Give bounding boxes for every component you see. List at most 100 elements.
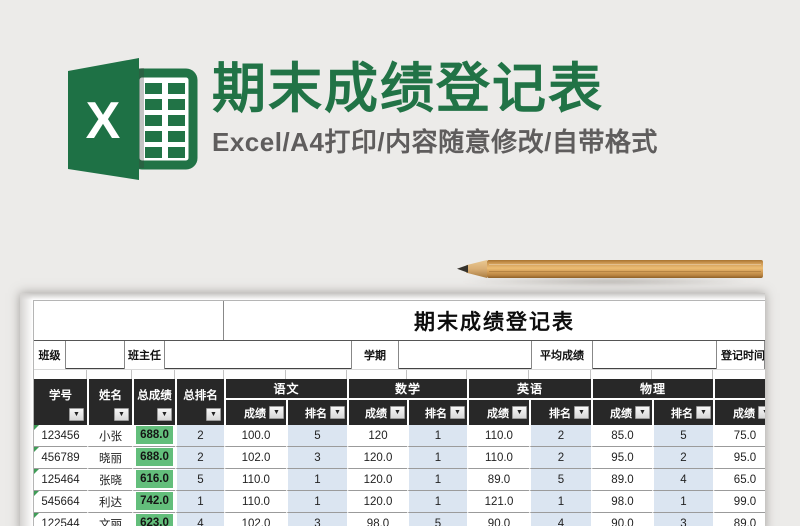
header-english-score[interactable]: 成绩 ▼	[469, 400, 529, 425]
cell-english-rank[interactable]: 5	[529, 469, 591, 491]
cell-physics-rank[interactable]: 4	[652, 469, 713, 491]
cell-physics-score[interactable]: 89.0	[591, 469, 652, 491]
filter-dropdown-icon[interactable]: ▼	[269, 406, 284, 419]
cell-physics-score[interactable]: 90.0	[591, 513, 652, 526]
cell-physics-rank[interactable]: 1	[652, 491, 713, 513]
filter-dropdown-icon[interactable]: ▼	[330, 406, 345, 419]
cell-math-rank[interactable]: 1	[407, 491, 467, 513]
cell-partial-score[interactable]: 75.0	[713, 425, 765, 447]
class-input-field[interactable]	[66, 341, 124, 369]
header-english-rank[interactable]: 排名 ▼	[529, 400, 591, 425]
cell-math-score[interactable]: 98.0	[347, 513, 407, 526]
cell-total-rank[interactable]: 5	[175, 469, 224, 491]
cell-math-rank[interactable]: 1	[407, 447, 467, 469]
cell-chinese-score[interactable]: 110.0	[224, 491, 286, 513]
header-physics-score[interactable]: 成绩 ▼	[593, 400, 652, 425]
filter-dropdown-icon[interactable]: ▼	[157, 408, 172, 421]
cell-total-rank[interactable]: 4	[175, 513, 224, 526]
spreadsheet-preview: 期末成绩登记表 班级 班主任 学期 平均成绩 登记时间 学号 ▼	[20, 293, 765, 526]
cell-chinese-score[interactable]: 110.0	[224, 469, 286, 491]
cell-english-rank[interactable]: 1	[529, 491, 591, 513]
header-math-rank[interactable]: 排名 ▼	[407, 400, 467, 425]
header-total-rank[interactable]: 总排名 ▼	[175, 379, 224, 425]
cell-english-score[interactable]: 110.0	[467, 425, 529, 447]
cell-student-id[interactable]: 125464	[34, 469, 87, 491]
cell-chinese-rank[interactable]: 3	[286, 447, 347, 469]
cell-student-id[interactable]: 545664	[34, 491, 87, 513]
cell-chinese-score[interactable]: 102.0	[224, 447, 286, 469]
cell-total-rank[interactable]: 2	[175, 447, 224, 469]
filter-dropdown-icon[interactable]: ▼	[758, 406, 765, 419]
cell-chinese-rank[interactable]: 1	[286, 491, 347, 513]
cell-english-rank[interactable]: 2	[529, 447, 591, 469]
banner-title: 期末成绩登记表	[212, 59, 604, 119]
cell-name[interactable]: 张晓	[87, 469, 132, 491]
cell-total-score[interactable]: 742.0	[132, 491, 175, 513]
cell-student-id[interactable]: 122544	[34, 513, 87, 526]
header-chinese-rank[interactable]: 排名 ▼	[286, 400, 347, 425]
cell-math-rank[interactable]: 1	[407, 469, 467, 491]
title-spacer-cell[interactable]	[34, 301, 224, 340]
cell-partial-score[interactable]: 65.0	[713, 469, 765, 491]
cell-english-score[interactable]: 110.0	[467, 447, 529, 469]
cell-math-rank[interactable]: 1	[407, 425, 467, 447]
cell-english-score[interactable]: 89.0	[467, 469, 529, 491]
cell-partial-score[interactable]: 89.0	[713, 513, 765, 526]
cell-total-score[interactable]: 623.0	[132, 513, 175, 526]
cell-english-score[interactable]: 121.0	[467, 491, 529, 513]
cell-math-rank[interactable]: 5	[407, 513, 467, 526]
filter-dropdown-icon[interactable]: ▼	[206, 408, 221, 421]
cell-english-rank[interactable]: 4	[529, 513, 591, 526]
banner: X 期末成绩登记表 Excel/A4打印/内容随意修改/自带格式	[58, 50, 658, 185]
cell-math-score[interactable]: 120.0	[347, 447, 407, 469]
cell-name[interactable]: 利达	[87, 491, 132, 513]
filter-dropdown-icon[interactable]: ▼	[114, 408, 129, 421]
cell-physics-rank[interactable]: 3	[652, 513, 713, 526]
cell-chinese-score[interactable]: 102.0	[224, 513, 286, 526]
cell-total-rank[interactable]: 2	[175, 425, 224, 447]
cell-math-score[interactable]: 120.0	[347, 491, 407, 513]
cell-english-rank[interactable]: 2	[529, 425, 591, 447]
cell-partial-score[interactable]: 95.0	[713, 447, 765, 469]
cell-student-id[interactable]: 456789	[34, 447, 87, 469]
cell-chinese-rank[interactable]: 3	[286, 513, 347, 526]
cell-name[interactable]: 小张	[87, 425, 132, 447]
cell-physics-rank[interactable]: 5	[652, 425, 713, 447]
cell-math-score[interactable]: 120.0	[347, 469, 407, 491]
average-input-field[interactable]	[593, 341, 716, 369]
cell-partial-score[interactable]: 99.0	[713, 491, 765, 513]
cell-physics-score[interactable]: 85.0	[591, 425, 652, 447]
cell-math-score[interactable]: 120	[347, 425, 407, 447]
filter-dropdown-icon[interactable]: ▼	[635, 406, 650, 419]
teacher-input-field[interactable]	[165, 341, 351, 369]
cell-total-score[interactable]: 688.0	[132, 447, 175, 469]
cell-name[interactable]: 文丽	[87, 513, 132, 526]
filter-dropdown-icon[interactable]: ▼	[512, 406, 527, 419]
header-total-score[interactable]: 总成绩 ▼	[132, 379, 175, 425]
cell-student-id[interactable]: 123456	[34, 425, 87, 447]
header-math-score[interactable]: 成绩 ▼	[349, 400, 407, 425]
header-physics-rank[interactable]: 排名 ▼	[652, 400, 713, 425]
header-student-id[interactable]: 学号 ▼	[34, 379, 87, 425]
header-name[interactable]: 姓名 ▼	[87, 379, 132, 425]
cell-physics-score[interactable]: 98.0	[591, 491, 652, 513]
cell-total-score[interactable]: 616.0	[132, 469, 175, 491]
cell-total-score[interactable]: 688.0	[132, 425, 175, 447]
filter-dropdown-icon[interactable]: ▼	[696, 406, 711, 419]
cell-total-rank[interactable]: 1	[175, 491, 224, 513]
cell-chinese-rank[interactable]: 5	[286, 425, 347, 447]
cell-name[interactable]: 晓丽	[87, 447, 132, 469]
filter-dropdown-icon[interactable]: ▼	[69, 408, 84, 421]
cell-physics-rank[interactable]: 2	[652, 447, 713, 469]
header-partial-score[interactable]: 成绩 ▼	[715, 400, 765, 425]
filter-dropdown-icon[interactable]: ▼	[574, 406, 589, 419]
cell-chinese-score[interactable]: 100.0	[224, 425, 286, 447]
average-label: 平均成绩	[531, 341, 593, 369]
cell-physics-score[interactable]: 95.0	[591, 447, 652, 469]
header-chinese-score[interactable]: 成绩 ▼	[226, 400, 286, 425]
cell-chinese-rank[interactable]: 1	[286, 469, 347, 491]
filter-dropdown-icon[interactable]: ▼	[450, 406, 465, 419]
cell-english-score[interactable]: 90.0	[467, 513, 529, 526]
filter-dropdown-icon[interactable]: ▼	[390, 406, 405, 419]
semester-input-field[interactable]	[399, 341, 531, 369]
